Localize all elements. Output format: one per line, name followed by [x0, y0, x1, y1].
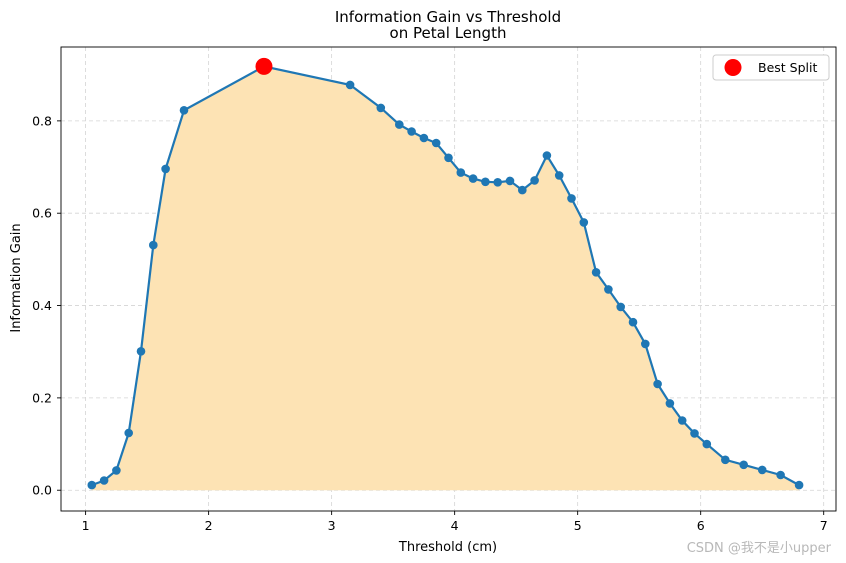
x-axis: 1 2 3 4 5 6 7: [82, 511, 828, 533]
chart-subtitle: on Petal Length: [390, 24, 507, 42]
data-point: [468, 174, 478, 183]
data-point: [776, 470, 785, 480]
watermark: CSDN @我不是小upper: [687, 541, 832, 556]
data-point: [376, 103, 386, 113]
data-point: [677, 416, 687, 425]
data-point: [794, 480, 804, 490]
y-tick-label: 0.8: [32, 113, 52, 128]
data-point: [616, 302, 625, 312]
x-tick-label: 4: [451, 518, 459, 533]
data-point: [530, 176, 539, 185]
data-point: [161, 164, 170, 174]
x-tick-label: 2: [205, 518, 213, 533]
legend-box: [712, 54, 830, 81]
data-point: [757, 465, 767, 475]
data-point: [702, 439, 712, 449]
data-point: [604, 285, 613, 294]
data-point: [653, 379, 662, 389]
chart-title: Information Gain vs Threshold: [335, 8, 561, 26]
legend-best-split-label: Best Split: [758, 60, 817, 75]
data-point: [395, 120, 404, 129]
data-point: [149, 240, 158, 250]
legend: Best Split: [712, 54, 830, 81]
area-under-curve: [91, 66, 800, 491]
data-point: [444, 153, 453, 163]
x-tick-label: 3: [328, 518, 336, 533]
best-split-marker: [255, 57, 273, 75]
y-tick-label: 0.4: [32, 298, 52, 313]
data-point: [481, 177, 490, 187]
data-point: [456, 168, 466, 177]
y-tick-label: 0.2: [32, 390, 52, 405]
data-point: [518, 185, 527, 195]
x-tick-label: 5: [574, 518, 582, 533]
data-point: [345, 80, 355, 90]
data-point: [407, 127, 416, 136]
data-point: [591, 268, 601, 277]
x-tick-label: 6: [697, 518, 705, 533]
data-point: [493, 178, 503, 187]
data-point: [87, 480, 97, 490]
plot-frame: [60, 46, 837, 512]
data-point: [628, 317, 638, 327]
x-tick-label: 7: [820, 518, 828, 533]
x-axis-label: Threshold (cm): [398, 540, 497, 555]
data-point: [542, 151, 552, 160]
x-tick-label: 1: [82, 518, 90, 533]
data-point: [567, 194, 576, 203]
data-point: [739, 460, 748, 470]
data-point: [554, 171, 564, 180]
legend-best-split-marker: [724, 59, 742, 76]
data-points: [87, 62, 804, 490]
data-point: [641, 339, 650, 349]
data-point: [505, 176, 515, 186]
y-tick-label: 0.0: [32, 483, 52, 498]
data-point: [431, 138, 441, 148]
data-point: [665, 399, 675, 408]
y-axis: 0.0 0.2 0.4 0.6 0.8: [32, 113, 61, 498]
data-point: [419, 133, 429, 143]
y-axis-label: Information Gain: [9, 223, 24, 332]
data-point: [179, 106, 189, 115]
data-point: [99, 476, 109, 485]
data-point: [721, 455, 730, 465]
data-point: [579, 218, 589, 227]
data-point: [112, 466, 121, 475]
y-tick-label: 0.6: [32, 206, 52, 221]
data-point: [136, 347, 146, 356]
data-point: [124, 428, 133, 438]
data-point: [690, 429, 699, 438]
